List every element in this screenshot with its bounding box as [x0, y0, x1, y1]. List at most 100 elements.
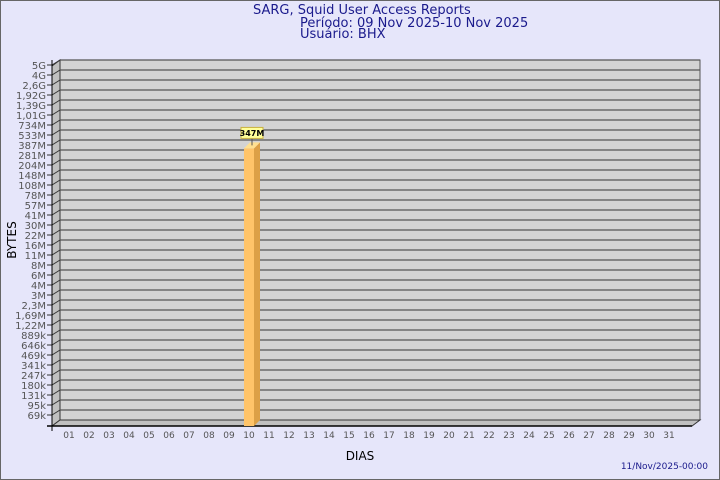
- y-tick-diagonal: [51, 139, 61, 146]
- y-tick-label: 889k: [21, 331, 46, 342]
- y-tick-diagonal: [51, 189, 61, 196]
- y-tick-diagonal: [51, 349, 61, 356]
- floor: [50, 419, 702, 427]
- x-tick-label: 08: [203, 431, 215, 441]
- x-tick-label: 23: [503, 431, 514, 441]
- y-tick-diagonal: [51, 389, 61, 396]
- y-tick-diagonal: [51, 219, 61, 226]
- x-tick-label: 24: [523, 431, 535, 441]
- y-tick-label: 148M: [18, 171, 46, 182]
- x-tick-label: 12: [283, 431, 294, 441]
- y-tick-label: 1,69M: [15, 311, 46, 322]
- y-tick-label: 734M: [18, 121, 46, 132]
- chart-subtitle-user: Usuário: BHX: [300, 27, 386, 42]
- y-tick-label: 646k: [21, 341, 46, 352]
- y-tick-label: 1,22M: [15, 321, 46, 332]
- x-tick-label: 09: [223, 431, 235, 441]
- y-tick-label: 180k: [21, 381, 46, 392]
- y-tick-label: 108M: [18, 181, 46, 192]
- y-tick-label: 387M: [18, 141, 46, 152]
- y-tick-diagonal: [51, 399, 61, 406]
- y-tick-label: 281M: [18, 151, 46, 162]
- y-tick-diagonal: [51, 359, 61, 366]
- y-axis-label: BYTES: [5, 221, 19, 258]
- y-tick-label: 1,39G: [16, 101, 46, 112]
- y-tick-diagonal: [51, 209, 61, 216]
- y-tick-diagonal: [51, 149, 61, 156]
- x-tick-label: 04: [123, 431, 135, 441]
- y-tick-diagonal: [51, 79, 61, 86]
- y-tick-label: 78M: [25, 191, 46, 202]
- x-tick-label: 18: [403, 431, 415, 441]
- x-tick-label: 20: [443, 431, 455, 441]
- x-tick-label: 22: [483, 431, 494, 441]
- y-tick-label: 16M: [25, 241, 46, 252]
- y-tick-label: 30M: [25, 221, 46, 232]
- y-tick-diagonal: [51, 159, 61, 166]
- y-tick-diagonal: [51, 59, 61, 66]
- x-tick-label: 29: [623, 431, 635, 441]
- x-axis-label: DIAS: [346, 449, 375, 463]
- y-tick-label: 11M: [25, 251, 46, 262]
- x-tick-label: 11: [263, 431, 274, 441]
- y-tick-label: 131k: [21, 391, 46, 402]
- x-tick-label: 05: [143, 431, 154, 441]
- y-tick-diagonal: [51, 119, 61, 126]
- y-tick-diagonal: [51, 109, 61, 116]
- x-tick-label: 31: [663, 431, 674, 441]
- y-tick-label: 2,3M: [21, 301, 46, 312]
- chart-title: SARG, Squid User Access Reports: [253, 3, 471, 18]
- y-tick-label: 1,92G: [16, 91, 46, 102]
- y-tick-diagonal: [51, 279, 61, 286]
- chart-subtitle-period: Período: 09 Nov 2025-10 Nov 2025: [300, 16, 529, 31]
- y-tick-diagonal: [51, 169, 61, 176]
- data-label-box: [240, 126, 264, 139]
- y-tick-diagonal: [51, 259, 61, 266]
- y-tick-diagonal: [51, 289, 61, 296]
- x-tick-label: 21: [463, 431, 474, 441]
- y-tick-diagonal: [51, 409, 61, 416]
- x-tick-label: 06: [163, 431, 175, 441]
- x-tick-label: 13: [303, 431, 314, 441]
- x-tick-label: 07: [183, 431, 194, 441]
- y-tick-label: 69k: [27, 411, 46, 422]
- y-tick-label: 341k: [21, 361, 46, 372]
- y-tick-label: 8M: [31, 261, 46, 272]
- x-tick-label: 28: [603, 431, 615, 441]
- y-tick-diagonal: [51, 239, 61, 246]
- y-tick-label: 4M: [31, 281, 46, 292]
- y-tick-label: 4G: [32, 71, 46, 82]
- y-tick-diagonal: [51, 379, 61, 386]
- y-tick-diagonal: [51, 339, 61, 346]
- y-tick-diagonal: [51, 69, 61, 76]
- x-tick-label: 25: [543, 431, 554, 441]
- x-tick-label: 27: [583, 431, 594, 441]
- y-tick-label: 2,6G: [22, 81, 46, 92]
- y-tick-label: 6M: [31, 271, 46, 282]
- x-tick-label: 17: [383, 431, 394, 441]
- x-tick-label: 15: [343, 431, 354, 441]
- y-tick-label: 533M: [18, 131, 46, 142]
- y-tick-label: 95k: [27, 401, 46, 412]
- y-tick-diagonal: [51, 229, 61, 236]
- y-tick-label: 204M: [18, 161, 46, 172]
- y-tick-label: 5G: [32, 61, 46, 72]
- x-tick-label: 02: [83, 431, 94, 441]
- y-tick-label: 57M: [25, 201, 46, 212]
- y-tick-diagonal: [51, 269, 61, 276]
- y-tick-label: 41M: [25, 211, 46, 222]
- y-tick-label: 1,01G: [16, 111, 46, 122]
- x-tick-label: 10: [243, 431, 255, 441]
- y-tick-diagonal: [51, 249, 61, 256]
- y-tick-diagonal: [51, 179, 61, 186]
- y-tick-diagonal: [51, 89, 61, 96]
- y-tick-label: 469k: [21, 351, 46, 362]
- y-tick-diagonal: [51, 329, 61, 336]
- x-tick-label: 19: [423, 431, 435, 441]
- y-tick-diagonal: [51, 319, 61, 326]
- x-tick-label: 14: [323, 431, 335, 441]
- x-tick-label: 01: [63, 431, 74, 441]
- y-tick-diagonal: [51, 99, 61, 106]
- y-tick-diagonal: [51, 199, 61, 206]
